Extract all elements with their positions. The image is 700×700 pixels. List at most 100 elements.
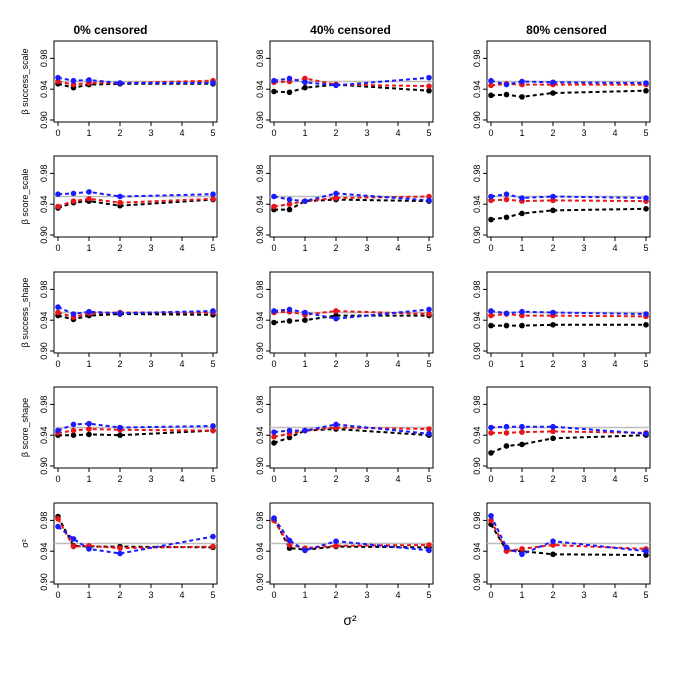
point-black: [643, 322, 649, 328]
point-blue: [117, 310, 123, 317]
series-red: [55, 196, 216, 210]
y-tick-label: 0.90: [255, 573, 265, 591]
y-tick-label: 0.98: [39, 396, 49, 414]
y-tick-label: 0.90: [255, 342, 265, 360]
point-blue: [55, 74, 61, 81]
x-tick-label: 1: [519, 243, 524, 253]
point-blue: [117, 80, 123, 86]
x-tick-label: 3: [364, 474, 369, 484]
x-tick-label: 4: [395, 359, 400, 369]
series-blue: [55, 523, 216, 557]
point-blue: [302, 198, 308, 204]
series-blue: [55, 304, 216, 317]
point-red: [86, 426, 92, 432]
x-tick-label: 1: [86, 474, 91, 484]
x-tick-label: 3: [581, 474, 586, 484]
point-red: [426, 542, 432, 548]
series-line-black: [274, 198, 430, 211]
x-tick-label: 2: [333, 359, 338, 369]
series-line-blue: [57, 525, 214, 555]
point-blue: [488, 424, 494, 431]
y-tick-label: 0.94: [255, 195, 265, 213]
x-tick-label: 2: [117, 590, 122, 600]
x-tick-label: 1: [302, 590, 307, 600]
series-blue: [55, 189, 216, 200]
x-tick-label: 1: [519, 474, 524, 484]
y-tick-label: 0.90: [472, 226, 482, 244]
series-blue: [488, 308, 649, 317]
point-black: [503, 214, 510, 221]
point-blue: [643, 430, 649, 437]
x-tick-label: 1: [519, 590, 524, 600]
x-tick-label: 4: [395, 590, 400, 600]
point-blue: [271, 515, 277, 521]
x-tick-label: 2: [333, 590, 338, 600]
x-tick-label: 3: [148, 359, 153, 369]
y-tick-label: 0.90: [472, 111, 482, 129]
x-tick-label: 0: [271, 590, 276, 600]
series-black: [488, 432, 649, 456]
point-red: [70, 543, 77, 550]
point-red: [550, 428, 556, 435]
series-line-blue: [57, 422, 214, 432]
y-tick-label: 0.90: [255, 457, 265, 475]
y-tick-label: 0.90: [472, 457, 482, 475]
point-black: [286, 89, 293, 96]
point-blue: [86, 189, 92, 195]
point-red: [117, 545, 123, 551]
point-blue: [643, 311, 649, 317]
x-tick-label: 2: [117, 128, 122, 138]
point-blue: [286, 537, 293, 544]
point-blue: [519, 195, 525, 201]
series-red: [55, 426, 216, 436]
x-tick-label: 5: [210, 474, 215, 484]
point-blue: [117, 424, 123, 431]
y-tick-label: 0.94: [39, 426, 49, 444]
point-red: [271, 433, 277, 440]
x-tick-label: 3: [364, 590, 369, 600]
point-blue: [286, 196, 293, 203]
y-tick-label: 0.90: [39, 342, 49, 360]
point-black: [426, 87, 432, 94]
y-tick-label: 0.94: [255, 80, 265, 98]
x-tick-label: 5: [210, 128, 215, 138]
point-red: [271, 203, 277, 210]
panel-r3-c2: 0.90 0.94 0.98 0 1 2 3 4 5: [472, 386, 651, 484]
x-tick-label: 4: [179, 128, 184, 138]
x-tick-label: 0: [55, 128, 60, 138]
x-tick-label: 1: [86, 590, 91, 600]
series-black: [488, 521, 649, 558]
point-blue: [550, 79, 556, 86]
y-tick-label: 0.90: [472, 573, 482, 591]
x-tick-label: 2: [333, 474, 338, 484]
series-line-red: [57, 197, 214, 208]
x-tick-label: 0: [271, 474, 276, 484]
series-blue: [488, 77, 649, 88]
panel-r0-c2: 0.90 0.94 0.98 0 1 2 3 4 5: [472, 40, 651, 138]
panel-r4-c2: 0.90 0.94 0.98 0 1 2 3 4 5: [472, 502, 651, 600]
point-blue: [426, 430, 432, 437]
series-line-black: [490, 207, 647, 221]
point-black: [286, 206, 293, 213]
column-title-2: 80% censored: [526, 23, 607, 37]
y-tick-label: 0.94: [472, 195, 482, 213]
x-tick-label: 2: [550, 590, 555, 600]
point-red: [503, 548, 510, 554]
series-line-blue: [57, 306, 214, 316]
point-red: [70, 81, 77, 88]
x-tick-label: 0: [271, 128, 276, 138]
panel-r3-c1: 0.90 0.94 0.98 0 1 2 3 4 5: [255, 386, 434, 484]
x-tick-label: 4: [612, 474, 617, 484]
panel-r3-c0: 0.90 0.94 0.98 0 1 2 3 4 5 β score_shape: [20, 386, 218, 484]
series-line-black: [273, 518, 430, 551]
y-tick-label: 0.94: [472, 542, 482, 560]
series-blue: [271, 306, 432, 322]
x-tick-label: 5: [426, 590, 431, 600]
point-red: [302, 75, 308, 82]
panel-r4-c1: 0.90 0.94 0.98 0 1 2 3 4 5: [255, 502, 434, 600]
point-blue: [70, 536, 77, 542]
point-blue: [271, 429, 277, 435]
x-tick-label: 5: [643, 243, 648, 253]
x-tick-label: 4: [612, 590, 617, 600]
point-red: [426, 193, 432, 200]
